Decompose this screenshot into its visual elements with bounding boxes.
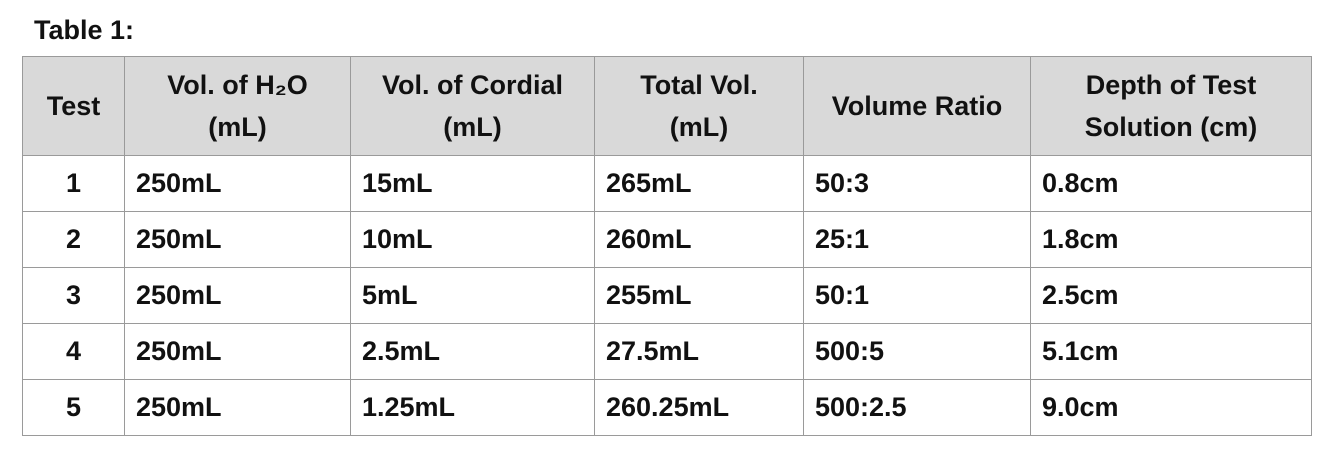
cell-depth: 0.8cm [1030, 155, 1312, 212]
cell-total-vol: 260.25mL [594, 379, 804, 436]
cell-total-vol: 255mL [594, 267, 804, 324]
header-vol-water: Vol. of H₂O (mL) [124, 56, 351, 156]
header-line: Total Vol. [640, 70, 758, 100]
cell-vol-water: 250mL [124, 211, 351, 268]
table-row: 4 250mL 2.5mL 27.5mL 500:5 5.1cm [22, 323, 1312, 380]
header-line: (mL) [208, 112, 267, 142]
cell-volume-ratio: 50:3 [803, 155, 1031, 212]
cell-vol-water: 250mL [124, 323, 351, 380]
cell-depth: 2.5cm [1030, 267, 1312, 324]
cell-vol-water: 250mL [124, 267, 351, 324]
cell-test: 4 [22, 323, 125, 380]
cell-volume-ratio: 50:1 [803, 267, 1031, 324]
cell-depth: 5.1cm [1030, 323, 1312, 380]
header-line: Solution (cm) [1084, 112, 1258, 142]
table-caption: Table 1: [34, 15, 135, 45]
header-line: Volume Ratio [831, 91, 1003, 121]
cell-volume-ratio: 500:2.5 [803, 379, 1031, 436]
table-row: 1 250mL 15mL 265mL 50:3 0.8cm [22, 155, 1312, 212]
cell-vol-water: 250mL [124, 379, 351, 436]
cell-test: 2 [22, 211, 125, 268]
cell-volume-ratio: 500:5 [803, 323, 1031, 380]
cell-test: 3 [22, 267, 125, 324]
header-total-vol: Total Vol. (mL) [594, 56, 804, 156]
header-line: (mL) [669, 112, 729, 142]
table-row: 5 250mL 1.25mL 260.25mL 500:2.5 9.0cm [22, 379, 1312, 436]
cell-depth: 1.8cm [1030, 211, 1312, 268]
cell-vol-water: 250mL [124, 155, 351, 212]
header-volume-ratio: Volume Ratio [803, 56, 1031, 156]
cell-total-vol: 265mL [594, 155, 804, 212]
cell-total-vol: 27.5mL [594, 323, 804, 380]
header-line: (mL) [443, 112, 502, 142]
cell-vol-cordial: 10mL [350, 211, 595, 268]
data-table: Test Vol. of H₂O (mL) Vol. of Cordial (m… [22, 56, 1312, 436]
header-line: Vol. of Cordial [382, 70, 563, 100]
cell-vol-cordial: 1.25mL [350, 379, 595, 436]
cell-vol-cordial: 2.5mL [350, 323, 595, 380]
cell-total-vol: 260mL [594, 211, 804, 268]
table-row: 3 250mL 5mL 255mL 50:1 2.5cm [22, 267, 1312, 324]
cell-vol-cordial: 15mL [350, 155, 595, 212]
header-line: Depth of Test [1085, 70, 1257, 100]
table-row: 2 250mL 10mL 260mL 25:1 1.8cm [22, 211, 1312, 268]
cell-test: 1 [22, 155, 125, 212]
header-test: Test [22, 56, 125, 156]
header-line: Test [46, 91, 101, 121]
header-depth: Depth of Test Solution (cm) [1030, 56, 1312, 156]
cell-depth: 9.0cm [1030, 379, 1312, 436]
header-row: Test Vol. of H₂O (mL) Vol. of Cordial (m… [22, 56, 1312, 156]
header-vol-cordial: Vol. of Cordial (mL) [350, 56, 595, 156]
cell-test: 5 [22, 379, 125, 436]
cell-vol-cordial: 5mL [350, 267, 595, 324]
header-line: Vol. of H₂O [167, 70, 308, 100]
cell-volume-ratio: 25:1 [803, 211, 1031, 268]
